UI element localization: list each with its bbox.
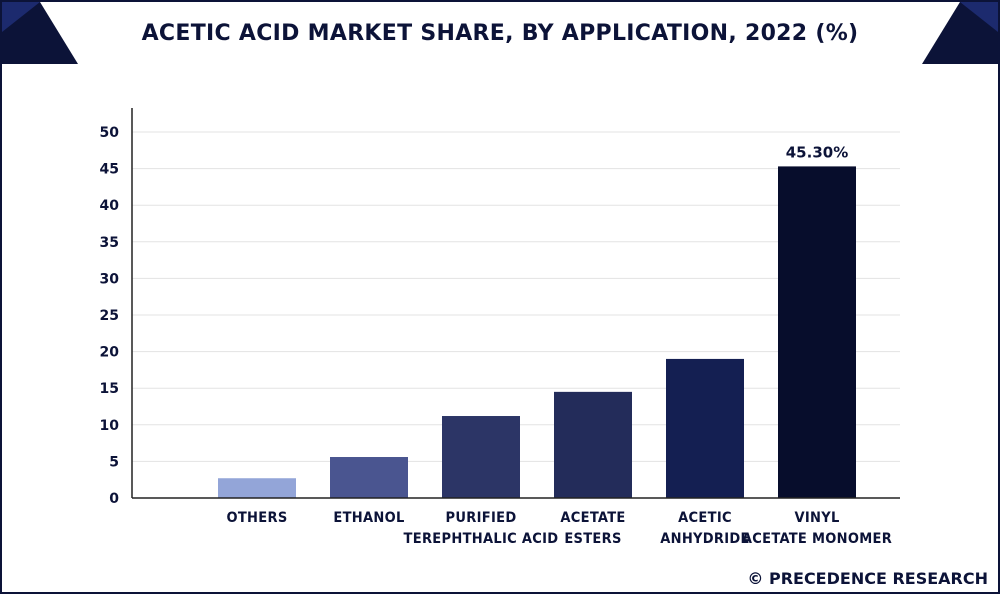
- y-tick-label: 20: [100, 345, 120, 361]
- y-tick-label: 35: [100, 235, 119, 251]
- x-tick-label: TEREPHTHALIC ACID: [404, 531, 559, 547]
- x-tick-label: ETHANOL: [333, 510, 404, 526]
- y-tick-label: 25: [100, 308, 119, 324]
- y-tick-label: 15: [100, 381, 119, 397]
- bar: [554, 391, 632, 498]
- bar: [442, 416, 520, 498]
- x-tick-label: OTHERS: [226, 510, 287, 526]
- chart-title: ACETIC ACID MARKET SHARE, BY APPLICATION…: [141, 20, 859, 46]
- y-tick-label: 0: [109, 491, 119, 507]
- x-tick-label: ACETIC: [678, 510, 732, 526]
- y-tick-label: 30: [100, 271, 120, 287]
- y-tick-label: 40: [100, 198, 120, 214]
- x-tick-label: VINYL: [794, 510, 839, 526]
- y-tick-label: 50: [100, 125, 120, 141]
- copyright-text: © PRECEDENCE RESEARCH: [747, 569, 988, 588]
- x-tick-label: PURIFIED: [446, 510, 517, 526]
- data-label: 45.30%: [786, 143, 848, 161]
- x-tick-label: ESTERS: [564, 531, 621, 547]
- y-tick-label: 45: [100, 162, 119, 178]
- x-tick-label: ANHYDRIDE: [660, 531, 750, 547]
- bar: [778, 166, 856, 499]
- header-banner-shape: [2, 2, 998, 64]
- bar: [666, 358, 744, 498]
- y-tick-label: 5: [109, 454, 119, 470]
- x-tick-label: ACETATE MONOMER: [742, 531, 892, 547]
- header-bar: ACETIC ACID MARKET SHARE, BY APPLICATION…: [2, 2, 998, 64]
- bar: [330, 457, 408, 498]
- y-tick-label: 10: [100, 418, 120, 434]
- x-tick-label: ACETATE: [560, 510, 625, 526]
- bar: [218, 478, 296, 498]
